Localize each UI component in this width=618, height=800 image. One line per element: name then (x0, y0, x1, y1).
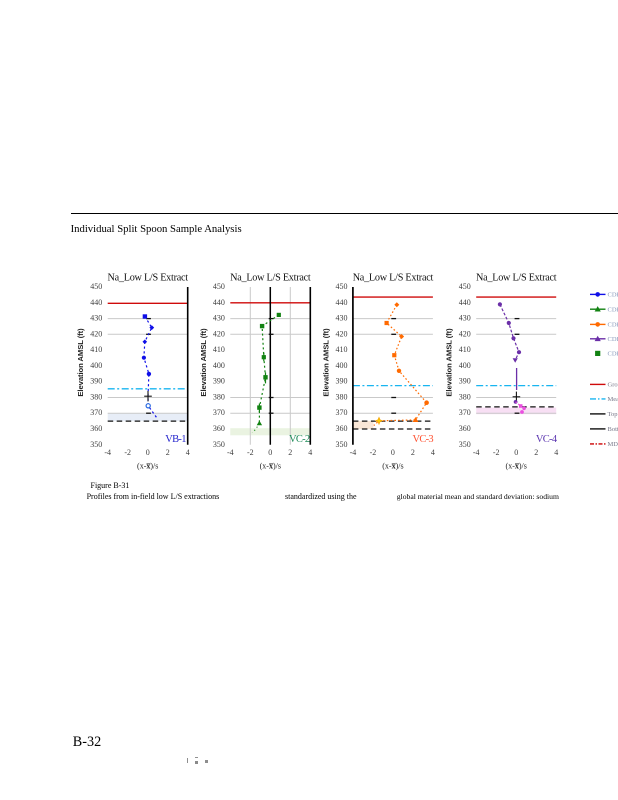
svg-text:0: 0 (391, 448, 395, 457)
svg-text:4: 4 (431, 448, 435, 457)
svg-text:Mea: Mea (608, 396, 618, 403)
svg-text:350: 350 (336, 440, 348, 449)
svg-text:-4: -4 (473, 448, 480, 457)
svg-text:370: 370 (90, 408, 102, 417)
svg-text:Elevation AMSL (ft): Elevation AMSL (ft) (76, 328, 85, 397)
svg-text:VC-3: VC-3 (412, 434, 433, 445)
svg-text:MDL: MDL (608, 441, 618, 448)
svg-text:410: 410 (336, 345, 348, 354)
svg-text:2: 2 (166, 448, 170, 457)
svg-text:430: 430 (213, 314, 225, 323)
svg-text:-4: -4 (227, 448, 234, 457)
svg-text:440: 440 (459, 298, 471, 307)
svg-text:Bott: Bott (608, 426, 618, 433)
svg-text:450: 450 (336, 282, 348, 291)
svg-text:4: 4 (308, 448, 312, 457)
svg-text:360: 360 (459, 424, 471, 433)
svg-text:400: 400 (459, 361, 471, 370)
svg-text:0: 0 (268, 448, 272, 457)
svg-text:(x-x̅)/s: (x-x̅)/s (260, 462, 281, 471)
svg-text:430: 430 (90, 314, 102, 323)
svg-text:CDF: CDF (608, 292, 618, 299)
svg-text:Top: Top (608, 411, 618, 418)
svg-text:Elevation AMSL (ft): Elevation AMSL (ft) (321, 328, 330, 397)
svg-text:400: 400 (213, 361, 225, 370)
svg-text:-2: -2 (247, 448, 254, 457)
svg-text:430: 430 (336, 314, 348, 323)
svg-text:380: 380 (213, 393, 225, 402)
svg-text:Na_Low L/S Extract: Na_Low L/S Extract (353, 272, 434, 283)
svg-text:2: 2 (411, 448, 415, 457)
svg-text:350: 350 (90, 440, 102, 449)
svg-text:CDF: CDF (608, 307, 618, 314)
svg-text:-4: -4 (104, 448, 111, 457)
svg-text:4: 4 (554, 448, 558, 457)
svg-text:VB-1: VB-1 (165, 434, 186, 445)
svg-text:350: 350 (213, 440, 225, 449)
svg-text:VC-4: VC-4 (536, 434, 558, 445)
svg-text:2: 2 (534, 448, 538, 457)
svg-text:CDF: CDF (608, 336, 618, 343)
svg-text:420: 420 (90, 329, 102, 338)
svg-text:2: 2 (288, 448, 292, 457)
svg-text:(x-x̅)/s: (x-x̅)/s (137, 462, 158, 471)
svg-text:400: 400 (336, 361, 348, 370)
svg-text:Na_Low L/S Extract: Na_Low L/S Extract (108, 272, 189, 283)
svg-text:410: 410 (459, 345, 471, 354)
svg-text:-4: -4 (350, 448, 357, 457)
svg-text:370: 370 (336, 408, 348, 417)
svg-text:440: 440 (336, 298, 348, 307)
svg-text:370: 370 (213, 408, 225, 417)
svg-text:450: 450 (90, 282, 102, 291)
svg-text:370: 370 (459, 408, 471, 417)
svg-text:380: 380 (90, 393, 102, 402)
svg-text:(x-x̅)/s: (x-x̅)/s (382, 462, 403, 471)
svg-text:-2: -2 (370, 448, 377, 457)
svg-text:410: 410 (213, 345, 225, 354)
svg-text:CDF: CDF (608, 322, 618, 329)
svg-text:390: 390 (459, 377, 471, 386)
svg-text:420: 420 (459, 329, 471, 338)
svg-text:390: 390 (213, 377, 225, 386)
svg-text:0: 0 (146, 448, 150, 457)
svg-text:420: 420 (336, 329, 348, 338)
svg-text:Grou: Grou (608, 382, 618, 389)
svg-text:440: 440 (213, 298, 225, 307)
svg-text:Na_Low L/S Extract: Na_Low L/S Extract (476, 272, 557, 283)
svg-text:VC-2: VC-2 (289, 434, 310, 445)
svg-text:Elevation AMSL (ft): Elevation AMSL (ft) (199, 328, 208, 397)
svg-text:350: 350 (459, 440, 471, 449)
svg-text:380: 380 (336, 393, 348, 402)
svg-text:360: 360 (213, 424, 225, 433)
svg-text:(x-x̅)/s: (x-x̅)/s (506, 462, 527, 471)
svg-text:420: 420 (213, 329, 225, 338)
svg-text:450: 450 (459, 282, 471, 291)
svg-text:360: 360 (90, 424, 102, 433)
svg-text:410: 410 (90, 345, 102, 354)
svg-text:440: 440 (90, 298, 102, 307)
svg-text:Elevation AMSL (ft): Elevation AMSL (ft) (445, 328, 454, 397)
svg-text:CDF: CDF (608, 351, 618, 358)
svg-text:380: 380 (459, 393, 471, 402)
svg-text:360: 360 (336, 424, 348, 433)
svg-text:450: 450 (213, 282, 225, 291)
svg-text:430: 430 (459, 314, 471, 323)
svg-text:400: 400 (90, 361, 102, 370)
svg-text:4: 4 (186, 448, 190, 457)
svg-text:390: 390 (336, 377, 348, 386)
svg-text:390: 390 (90, 377, 102, 386)
svg-text:-2: -2 (493, 448, 500, 457)
svg-text:-2: -2 (124, 448, 131, 457)
svg-text:Na_Low L/S Extract: Na_Low L/S Extract (230, 272, 311, 283)
svg-text:0: 0 (514, 448, 518, 457)
